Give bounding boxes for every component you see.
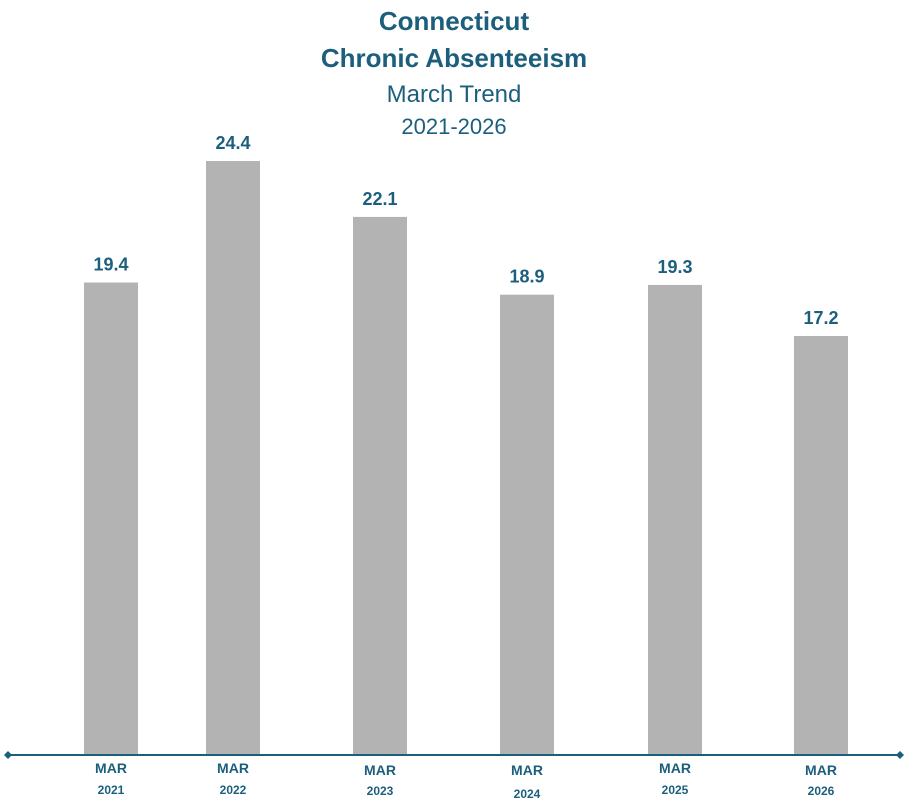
tick-label-month: MAR — [659, 760, 691, 776]
tick-label-month: MAR — [95, 760, 127, 776]
bar — [500, 294, 554, 754]
bar — [206, 161, 260, 754]
tick-label-month: MAR — [805, 762, 837, 778]
tick-label-year: 2024 — [514, 787, 541, 801]
bar — [353, 216, 407, 755]
tick-label-year: 2025 — [662, 783, 689, 797]
tick-label-year: 2023 — [367, 784, 394, 798]
tick-label-year: 2021 — [98, 783, 125, 797]
bar — [648, 284, 702, 754]
data-label: 18.9 — [509, 267, 544, 287]
tick-label-month: MAR — [217, 760, 249, 776]
data-label: 19.3 — [657, 257, 692, 277]
axis-start-marker — [4, 751, 12, 759]
tick-label-year: 2026 — [808, 784, 835, 798]
bar — [84, 282, 138, 754]
chart-title-line-2: Chronic Absenteeism — [320, 43, 588, 73]
chart-subtitle-line-1: March Trend — [386, 81, 522, 108]
data-label: 19.4 — [93, 255, 128, 275]
chart-subtitle-line-2: 2021-2026 — [401, 114, 507, 139]
tick-label-year: 2022 — [220, 783, 247, 797]
chart-title-line-1: Connecticut — [378, 6, 530, 36]
tick-label-month: MAR — [364, 762, 396, 778]
data-label: 17.2 — [803, 308, 838, 328]
tick-label-month: MAR — [511, 762, 543, 778]
axis-end-marker — [896, 751, 904, 759]
bar — [794, 335, 848, 754]
data-label: 24.4 — [215, 133, 250, 153]
data-label: 22.1 — [362, 189, 397, 209]
